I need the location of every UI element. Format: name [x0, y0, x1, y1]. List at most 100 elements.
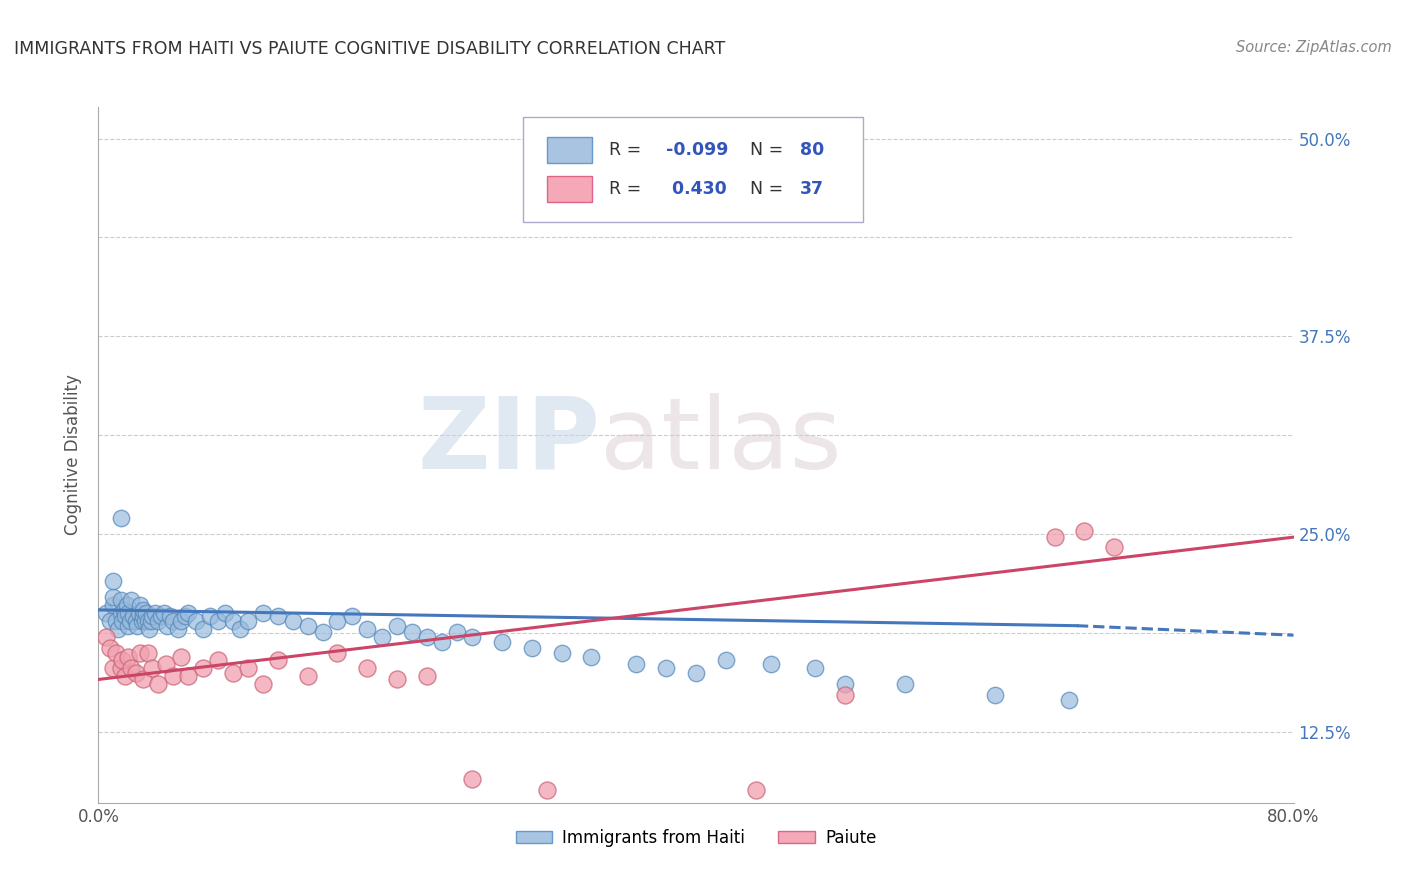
Point	[1073, 524, 1095, 538]
Point	[222, 666, 245, 681]
Point	[326, 614, 349, 628]
Point	[141, 661, 163, 675]
Point	[132, 609, 155, 624]
Point	[626, 657, 648, 671]
Point	[401, 625, 423, 640]
Point	[94, 606, 117, 620]
Point	[834, 677, 856, 691]
Point	[385, 673, 409, 687]
Point	[103, 591, 125, 605]
Point	[759, 657, 782, 671]
Text: N =: N =	[749, 141, 789, 159]
Point	[169, 614, 191, 628]
Text: 0.430: 0.430	[666, 180, 727, 198]
Point	[191, 661, 214, 675]
FancyBboxPatch shape	[523, 118, 863, 222]
Point	[416, 630, 439, 644]
Point	[714, 653, 737, 667]
Point	[222, 614, 245, 628]
Point	[804, 661, 827, 675]
Point	[153, 606, 176, 620]
Point	[129, 598, 152, 612]
Y-axis label: Cognitive Disability: Cognitive Disability	[65, 375, 83, 535]
Point	[125, 666, 148, 681]
Point	[385, 618, 409, 632]
Point	[356, 661, 378, 675]
Point	[135, 606, 157, 620]
Point	[138, 622, 160, 636]
Text: atlas: atlas	[600, 392, 842, 490]
Point	[581, 650, 603, 665]
Point	[132, 603, 155, 617]
Point	[103, 598, 125, 612]
Point	[132, 673, 155, 687]
Point	[159, 609, 181, 624]
Point	[461, 772, 484, 786]
Point	[252, 677, 274, 691]
Point	[229, 622, 252, 636]
Point	[120, 661, 142, 675]
Point	[115, 598, 138, 612]
Point	[207, 653, 229, 667]
Point	[105, 614, 128, 628]
Point	[129, 646, 152, 660]
Text: N =: N =	[749, 180, 789, 198]
Text: -0.099: -0.099	[666, 141, 728, 159]
Point	[110, 511, 132, 525]
Point	[311, 625, 333, 640]
Point	[98, 640, 122, 655]
Point	[110, 606, 132, 620]
Point	[118, 614, 141, 628]
Point	[156, 618, 179, 632]
Point	[1043, 530, 1066, 544]
Point	[297, 618, 319, 632]
Point	[148, 614, 170, 628]
Point	[150, 609, 173, 624]
Point	[162, 614, 184, 628]
Point	[105, 646, 128, 660]
Point	[107, 622, 129, 636]
Point	[143, 606, 166, 620]
Point	[103, 574, 125, 589]
Point	[536, 783, 558, 797]
Point	[162, 669, 184, 683]
Point	[177, 669, 200, 683]
Legend: Immigrants from Haiti, Paiute: Immigrants from Haiti, Paiute	[509, 822, 883, 854]
Point	[128, 606, 150, 620]
Point	[131, 614, 153, 628]
Point	[127, 618, 149, 632]
Point	[117, 650, 139, 665]
Point	[94, 630, 117, 644]
Point	[166, 622, 188, 636]
Point	[114, 609, 136, 624]
Point	[141, 609, 163, 624]
Point	[984, 688, 1007, 702]
Point	[834, 688, 856, 702]
Point	[491, 634, 513, 648]
Point	[894, 677, 917, 691]
Point	[121, 609, 143, 624]
Point	[1104, 540, 1126, 554]
FancyBboxPatch shape	[547, 176, 592, 202]
Point	[550, 646, 572, 660]
Point	[446, 625, 468, 640]
Point	[236, 661, 259, 675]
Point	[184, 614, 207, 628]
Text: R =: R =	[609, 180, 647, 198]
Point	[110, 593, 132, 607]
Point	[252, 606, 274, 620]
Point	[200, 609, 222, 624]
Point	[155, 657, 177, 671]
Point	[297, 669, 319, 683]
Point	[169, 650, 191, 665]
Point	[177, 606, 200, 620]
Point	[430, 634, 453, 648]
Point	[136, 646, 159, 660]
Point	[112, 603, 135, 617]
Point	[745, 783, 768, 797]
Point	[655, 661, 678, 675]
Point	[236, 614, 259, 628]
Point	[520, 640, 543, 655]
Point	[111, 653, 134, 667]
Point	[207, 614, 229, 628]
